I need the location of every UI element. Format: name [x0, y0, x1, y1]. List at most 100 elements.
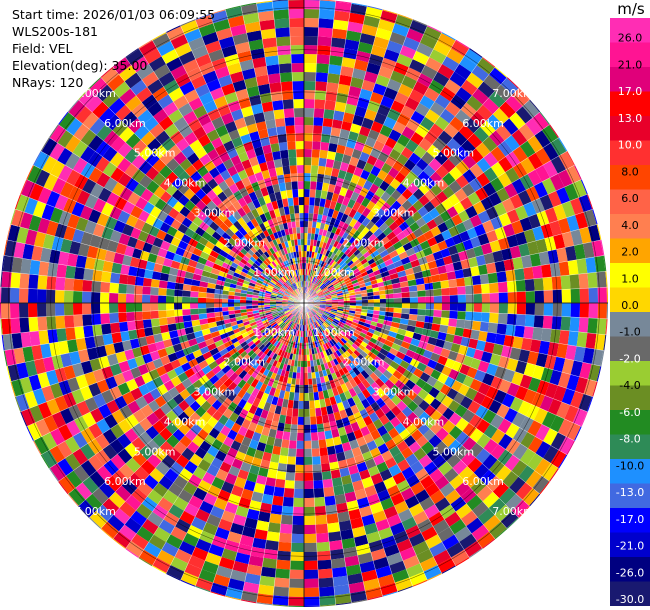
ppi-gate — [372, 314, 380, 319]
ppi-gate — [520, 157, 536, 174]
ppi-gate — [346, 348, 354, 355]
ppi-gate — [157, 497, 174, 512]
ppi-gate — [263, 348, 270, 355]
ppi-gate — [347, 397, 356, 408]
ppi-gate — [243, 233, 253, 243]
ppi-gate — [262, 557, 277, 569]
ppi-gate — [240, 303, 247, 307]
ppi-gate — [213, 497, 228, 511]
ppi-gate — [205, 226, 216, 236]
ppi-gate — [467, 400, 481, 415]
ppi-gate — [586, 396, 594, 412]
ppi-gate — [3, 350, 8, 367]
ppi-gate — [96, 379, 110, 394]
ppi-gate — [263, 177, 273, 187]
ppi-gate — [415, 277, 425, 286]
ppi-gate — [466, 366, 478, 379]
ppi-gate — [295, 132, 304, 142]
ppi-gate — [469, 48, 483, 58]
ppi-gate — [234, 451, 246, 462]
ppi-gate — [320, 141, 330, 151]
ppi-gate — [222, 187, 234, 198]
ppi-gate — [226, 344, 236, 352]
ppi-gate — [428, 434, 442, 448]
ppi-gate — [213, 574, 231, 587]
ppi-gate — [369, 262, 378, 269]
ppi-gate — [553, 233, 566, 250]
ppi-gate — [357, 323, 364, 329]
ppi-gate — [392, 317, 401, 324]
ppi-gate — [209, 374, 220, 385]
ppi-gate — [344, 248, 351, 256]
ppi-gate — [292, 258, 296, 265]
ppi-gate — [372, 254, 382, 262]
ppi-gate — [280, 269, 286, 276]
ppi-gate — [136, 503, 153, 519]
ppi-gate — [373, 291, 380, 296]
ppi-gate — [289, 285, 294, 292]
ppi-gate — [313, 488, 325, 498]
ppi-gate — [293, 270, 297, 277]
ppi-gate — [558, 137, 568, 152]
ppi-gate — [360, 258, 368, 265]
ppi-gate — [385, 195, 397, 207]
ppi-gate — [377, 281, 385, 288]
ppi-gate — [265, 55, 279, 66]
ppi-gate — [201, 365, 212, 375]
ppi-gate — [420, 334, 430, 344]
ppi-gate — [383, 356, 393, 366]
ppi-gate — [281, 276, 287, 283]
ppi-gate — [353, 258, 361, 266]
ppi-gate — [243, 454, 254, 465]
ppi-gate — [312, 307, 319, 311]
ppi-gate — [278, 336, 284, 343]
ppi-gate — [272, 276, 279, 282]
ppi-gate — [397, 13, 413, 21]
ppi-gate — [168, 109, 184, 124]
ppi-gate — [288, 8, 304, 19]
ppi-gate — [222, 307, 229, 312]
ppi-gate — [331, 28, 348, 40]
ppi-gate — [312, 133, 322, 142]
ppi-gate — [355, 194, 365, 205]
ppi-gate — [381, 450, 393, 462]
range-ring-label: 5.00km — [134, 445, 176, 458]
ppi-gate — [150, 286, 159, 296]
ppi-gate — [299, 378, 304, 386]
ppi-gate — [252, 300, 259, 303]
ppi-gate — [410, 131, 424, 146]
ppi-gate — [294, 323, 298, 330]
ppi-gate — [337, 426, 347, 437]
ppi-gate — [425, 303, 434, 310]
ppi-gate — [415, 102, 430, 117]
ppi-gate — [248, 332, 256, 338]
ppi-gate — [596, 366, 602, 382]
ppi-gate — [277, 320, 284, 326]
ppi-gate — [287, 240, 292, 247]
ppi-gate — [313, 205, 320, 215]
ppi-gate — [244, 21, 261, 33]
ppi-gate — [600, 239, 605, 256]
ppi-gate — [441, 198, 454, 211]
ppi-gate — [237, 347, 245, 355]
ppi-gate — [316, 173, 325, 183]
ppi-gate — [299, 220, 304, 228]
ppi-gate — [442, 420, 456, 434]
ppi-gate — [473, 369, 486, 383]
ppi-gate — [259, 222, 267, 232]
ppi-gate — [261, 284, 268, 289]
ppi-gate — [271, 217, 279, 227]
ppi-gate — [282, 275, 288, 282]
ppi-gate — [295, 282, 299, 289]
ppi-gate — [362, 325, 370, 332]
ppi-gate — [288, 327, 293, 335]
ppi-gate — [279, 289, 285, 293]
ppi-gate — [432, 281, 442, 290]
ppi-gate — [206, 292, 215, 299]
ppi-gate — [288, 371, 293, 379]
ppi-gate — [295, 464, 304, 474]
ppi-gate — [246, 293, 253, 298]
ppi-gate — [270, 453, 280, 463]
ppi-gate — [392, 287, 402, 294]
ppi-gate — [21, 179, 36, 198]
